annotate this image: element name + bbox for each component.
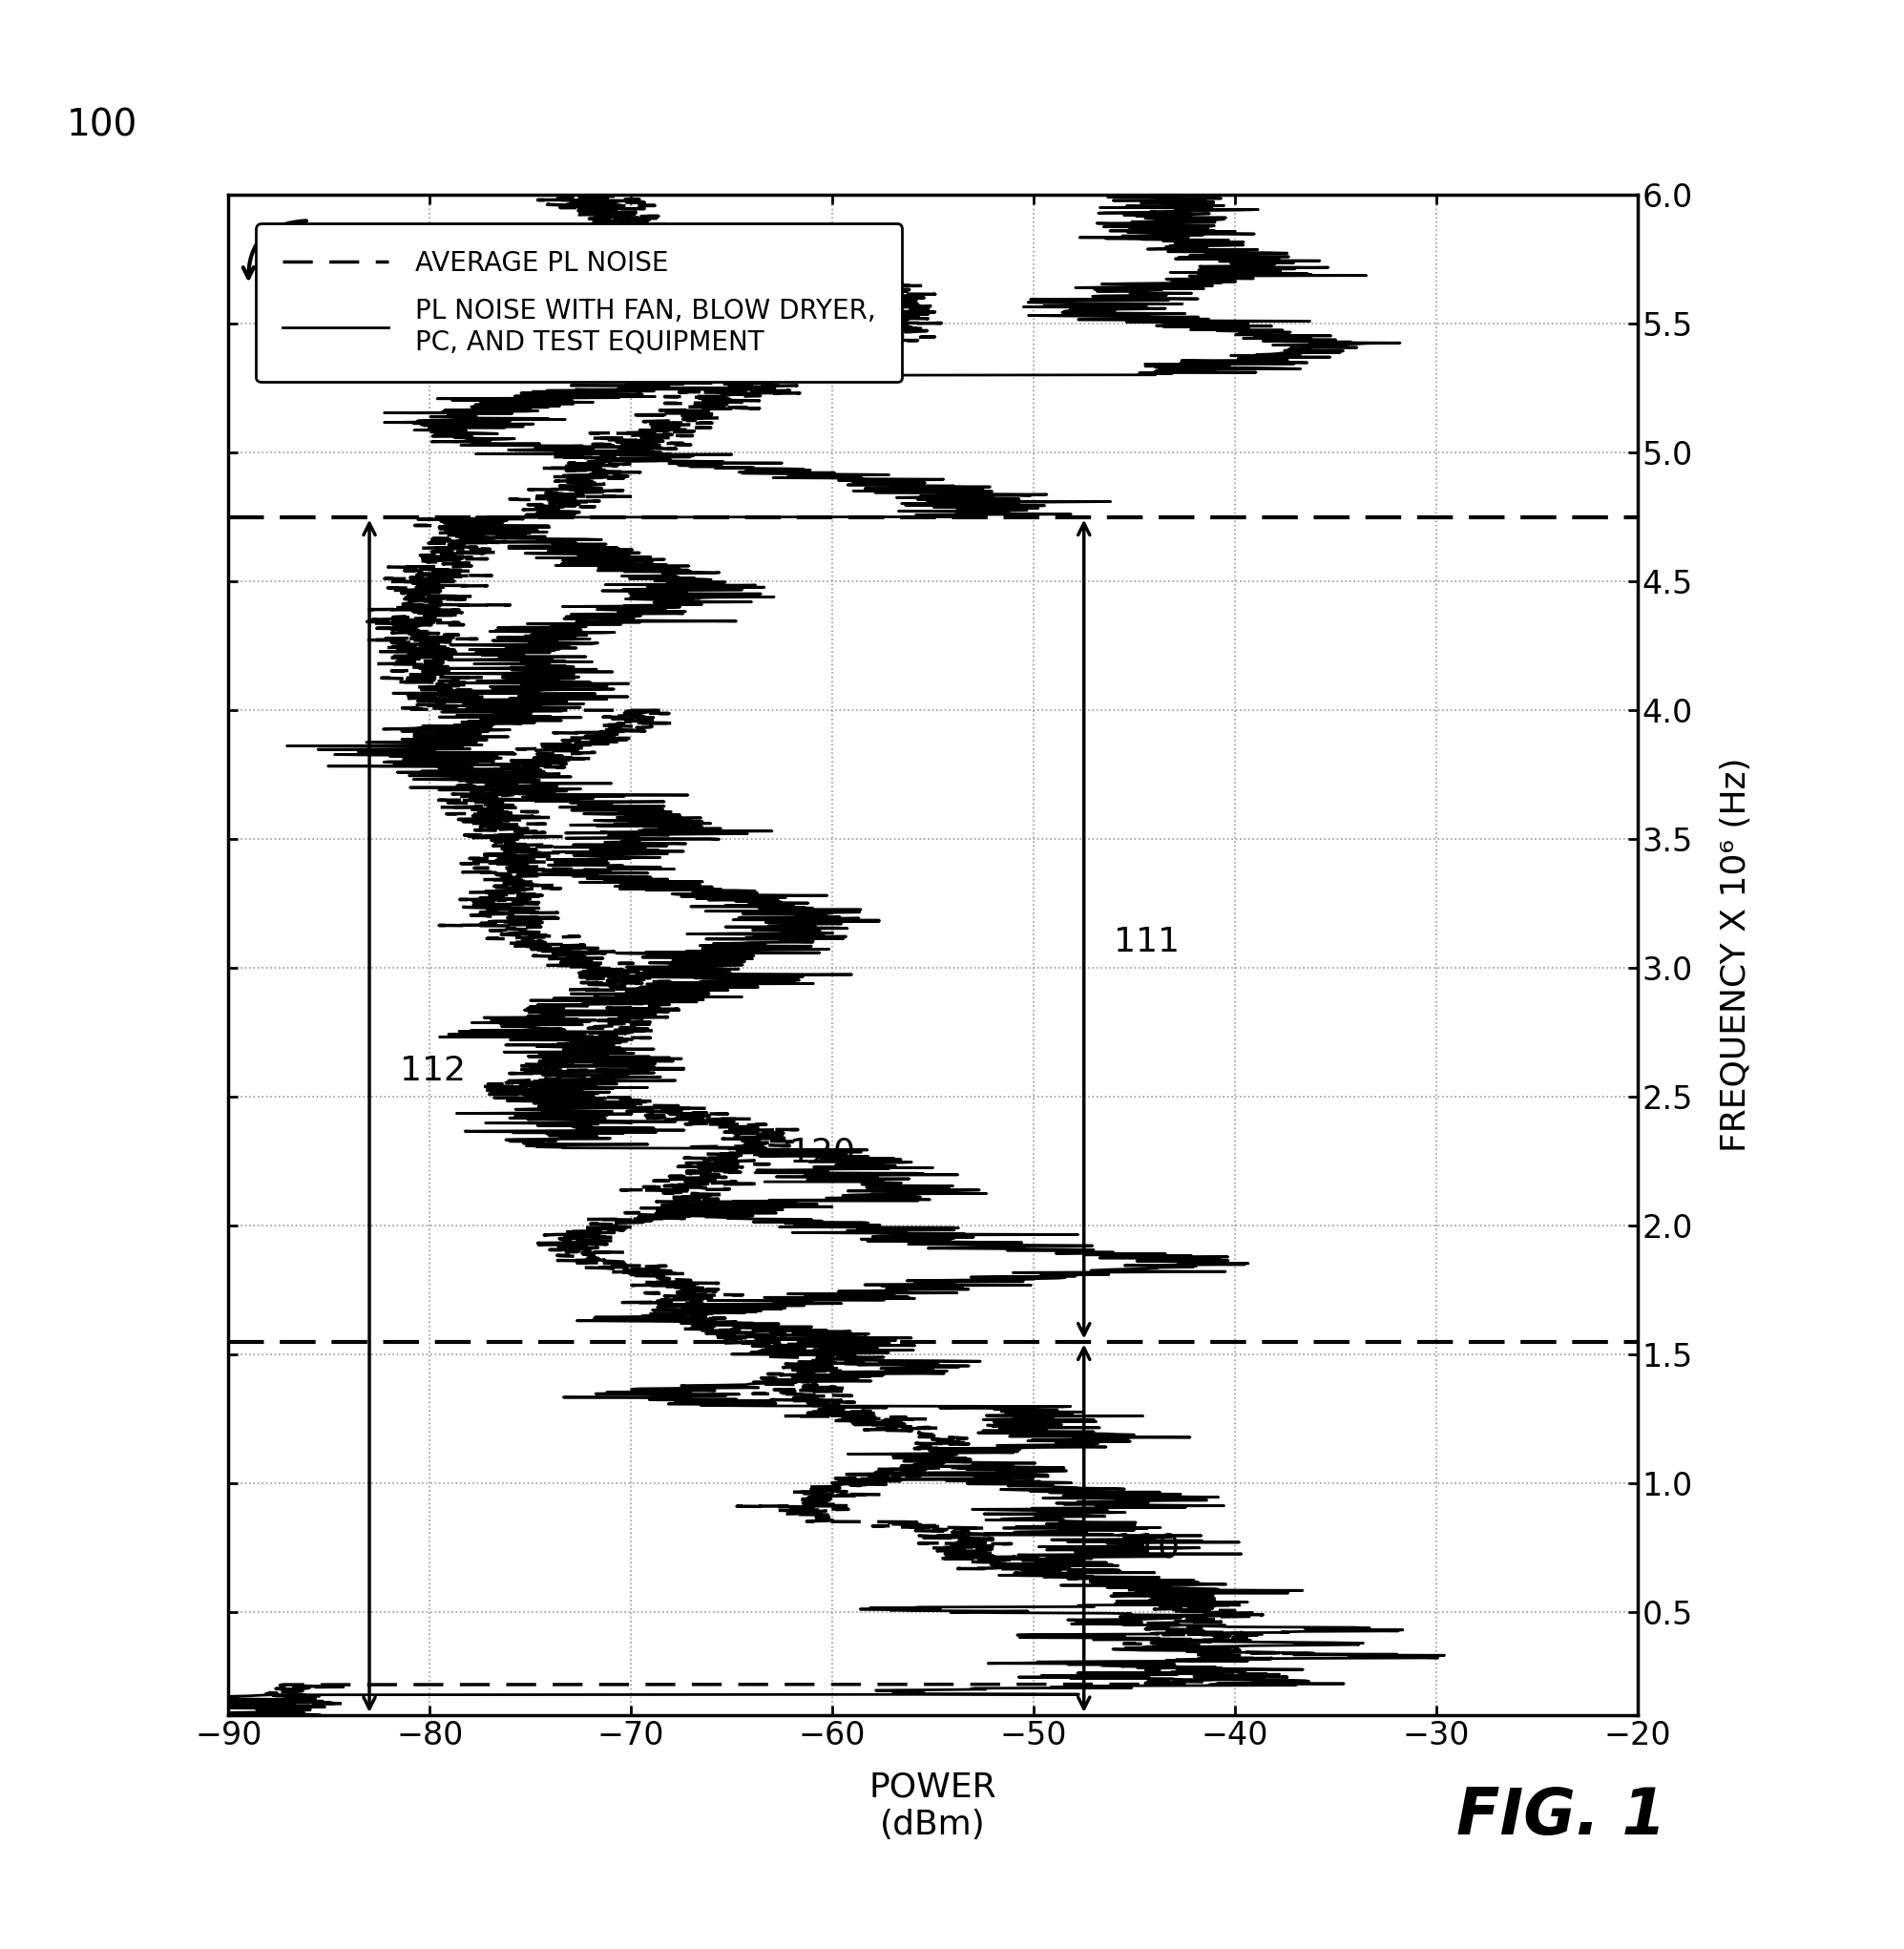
Text: 110: 110	[1114, 1532, 1180, 1563]
AVERAGE PL NOISE	[604, 183, 626, 207]
PL NOISE WITH FAN, BLOW DRYER,
PC, AND TEST EQUIPMENT	[1057, 1530, 1080, 1553]
Text: 111: 111	[1114, 926, 1180, 959]
Legend: AVERAGE PL NOISE, PL NOISE WITH FAN, BLOW DRYER,
PC, AND TEST EQUIPMENT: AVERAGE PL NOISE, PL NOISE WITH FAN, BLO…	[255, 224, 902, 382]
PL NOISE WITH FAN, BLOW DRYER,
PC, AND TEST EQUIPMENT	[607, 376, 630, 400]
Y-axis label: FREQUENCY X 10⁶ (Hz): FREQUENCY X 10⁶ (Hz)	[1719, 758, 1752, 1152]
AVERAGE PL NOISE	[655, 212, 678, 236]
Text: 120: 120	[790, 1136, 855, 1169]
Line: PL NOISE WITH FAN, BLOW DRYER,
PC, AND TEST EQUIPMENT: PL NOISE WITH FAN, BLOW DRYER, PC, AND T…	[228, 195, 1445, 1715]
X-axis label: POWER
(dBm): POWER (dBm)	[870, 1772, 996, 1842]
PL NOISE WITH FAN, BLOW DRYER,
PC, AND TEST EQUIPMENT	[248, 1703, 270, 1727]
AVERAGE PL NOISE	[310, 1703, 333, 1727]
Text: FIG. 1: FIG. 1	[1457, 1785, 1666, 1848]
PL NOISE WITH FAN, BLOW DRYER,
PC, AND TEST EQUIPMENT	[1173, 183, 1196, 207]
Line: AVERAGE PL NOISE: AVERAGE PL NOISE	[242, 195, 1287, 1715]
AVERAGE PL NOISE	[758, 376, 781, 400]
AVERAGE PL NOISE	[531, 1054, 554, 1078]
PL NOISE WITH FAN, BLOW DRYER,
PC, AND TEST EQUIPMENT	[645, 1121, 668, 1144]
AVERAGE PL NOISE	[946, 1530, 969, 1553]
PL NOISE WITH FAN, BLOW DRYER,
PC, AND TEST EQUIPMENT	[535, 1054, 558, 1078]
Text: 100: 100	[67, 107, 137, 144]
AVERAGE PL NOISE	[952, 1440, 975, 1464]
Text: 112: 112	[400, 1054, 465, 1088]
PL NOISE WITH FAN, BLOW DRYER,
PC, AND TEST EQUIPMENT	[1104, 212, 1127, 236]
AVERAGE PL NOISE	[712, 1121, 735, 1144]
PL NOISE WITH FAN, BLOW DRYER,
PC, AND TEST EQUIPMENT	[1007, 1440, 1030, 1464]
